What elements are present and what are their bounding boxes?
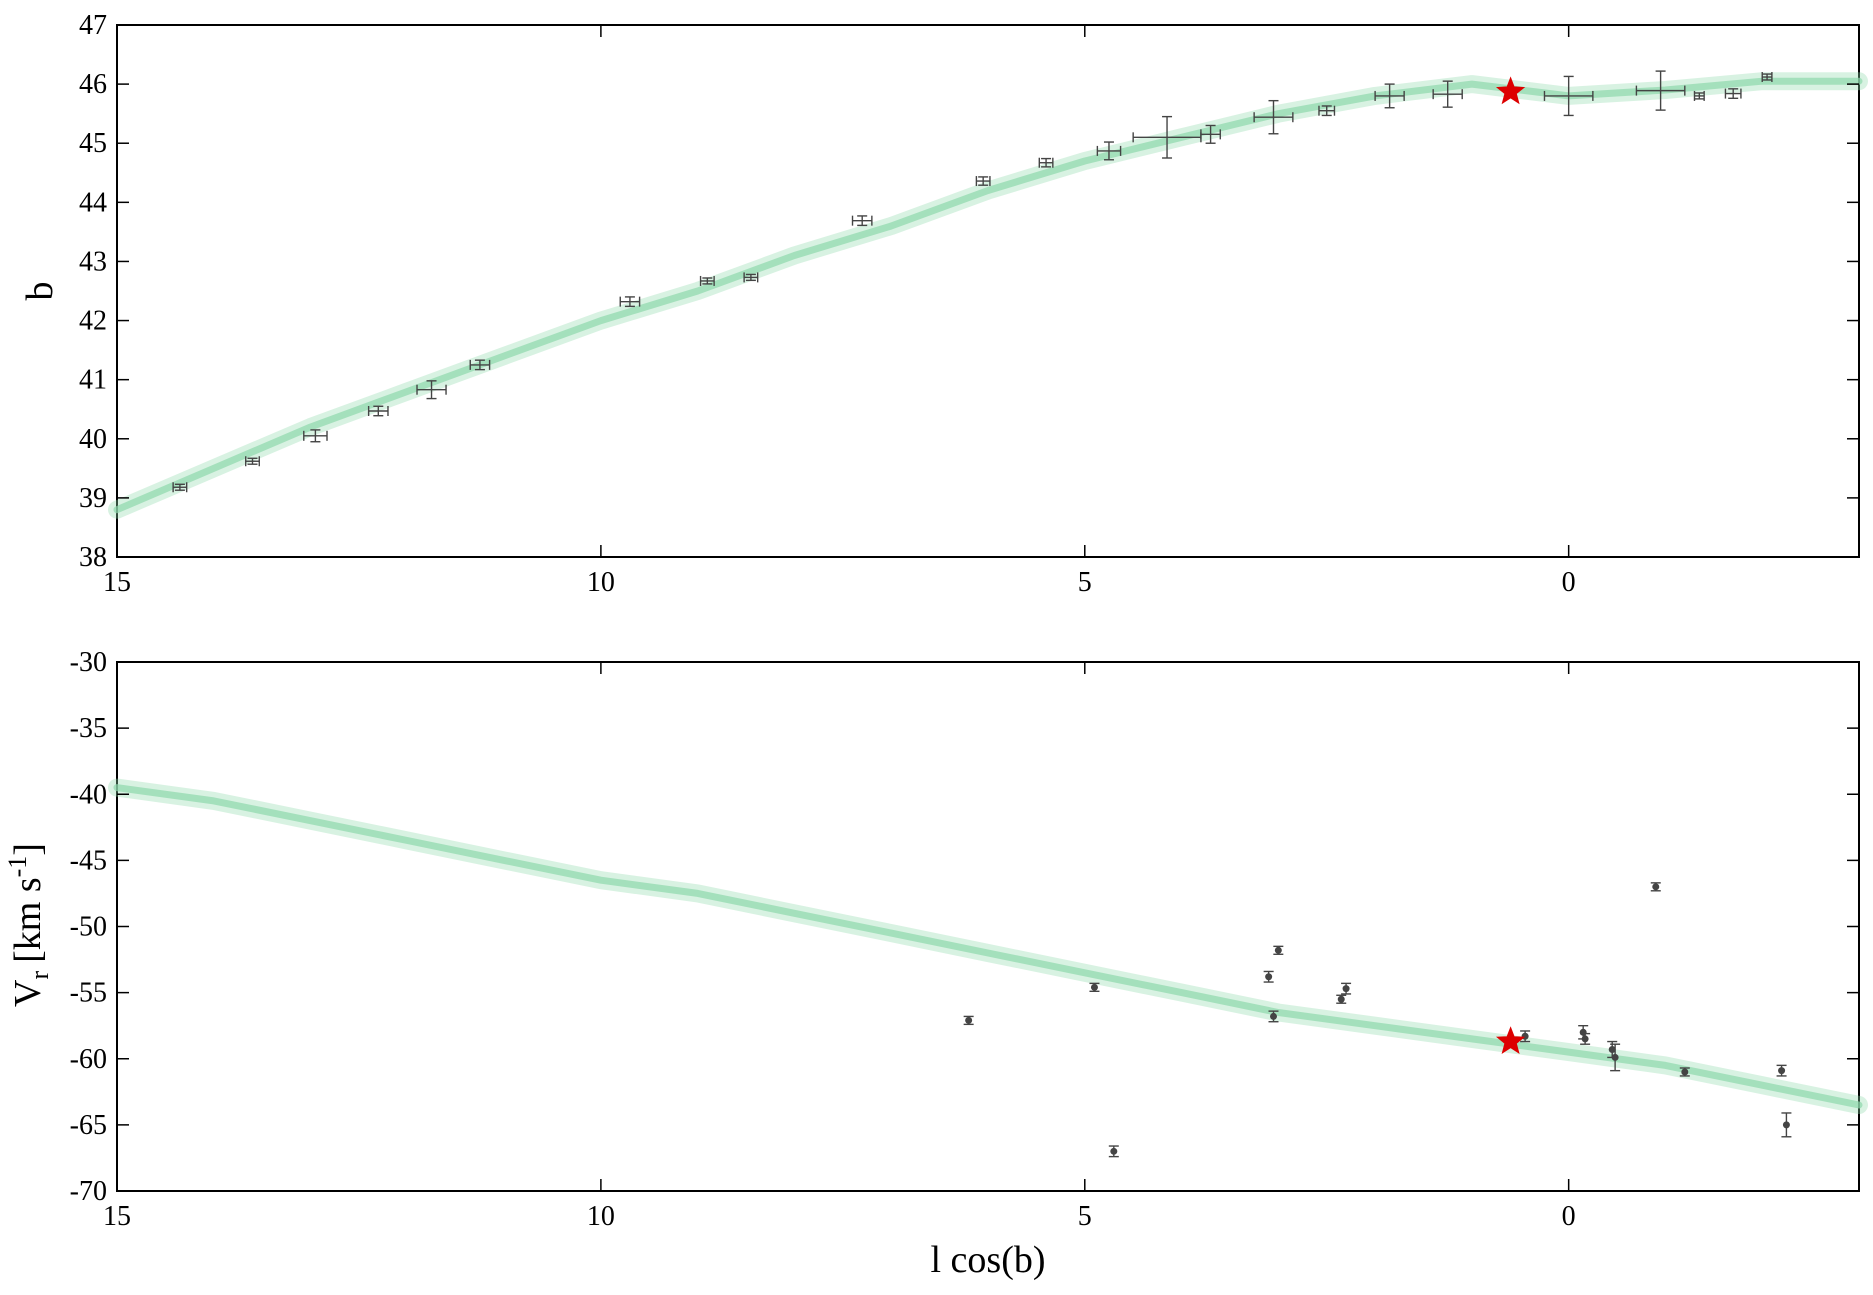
observed-point [1650,882,1661,892]
x-tick-label: 0 [1562,1201,1576,1232]
x-axis-label-bottom: l cos(b) [930,1239,1045,1281]
x-tick-label: 10 [587,1201,615,1232]
y-axis-label-top: b [19,282,61,301]
observed-point [1432,80,1463,108]
panel-bottom-vr-vs-lcosb: 15 10 5 0 -70 -65 -60 -55 -50 -45 -40 -35 -30 Vr [km… [3,647,1868,1281]
y-tick-label: 42 [79,306,107,337]
observed-point [367,405,389,417]
observed-point [1268,1010,1279,1023]
x-tick-label: 5 [1078,1201,1092,1232]
observed-point [1374,83,1405,109]
observed-point [1263,970,1274,983]
observed-point [1089,982,1100,993]
observed-point [303,429,328,443]
x-tick-label: 15 [103,1201,131,1232]
observed-point [1200,124,1221,144]
observed-point [1543,75,1594,117]
observed-point [469,359,491,371]
x-tick-label: 0 [1562,567,1576,598]
observed-point [416,380,447,400]
star-marker [1495,1026,1526,1055]
observed-point [1273,945,1284,955]
y-tick-label: -45 [70,845,107,876]
observed-point [1336,994,1347,1004]
y-tick-label: 47 [79,10,107,41]
x-tick-label: 10 [587,567,615,598]
y-tick-label: 43 [79,246,107,277]
x-tick-label: 5 [1078,567,1092,598]
x-tick-label: 15 [103,567,131,598]
y-axis-label-bottom: Vr [km s-1] [3,843,54,1007]
y-tick-label: -40 [70,779,107,810]
observed-point [1761,72,1773,83]
observed-points-top [172,70,1773,493]
plot-frame-bottom [116,661,1860,1192]
y-tick-label: 40 [79,424,107,455]
observed-point [1635,70,1686,111]
ylabel-unit: [km s [7,877,49,963]
panel-top-b-vs-lcosb: 15 10 5 0 38 39 40 41 42 43 44 45 46 47 b [19,10,1868,598]
progenitor-star-top [1495,76,1526,105]
ylabel-close: ] [7,843,49,856]
y-tick-label: -60 [70,1044,107,1075]
observed-point [743,272,759,283]
y-tick-label: -35 [70,713,107,744]
stream-band-top [108,72,1868,519]
observed-point [975,176,991,187]
y-tick-label: 45 [79,128,107,159]
observed-point [963,1015,974,1026]
ylabel-sub: r [25,971,54,980]
observed-point [699,275,715,286]
y-tick-label: -70 [70,1176,107,1207]
observed-point [1724,88,1742,99]
observed-point [1108,1145,1119,1158]
y-tick-label: -55 [70,978,107,1009]
stream-model-bottom [108,778,1868,1114]
observed-point [1679,1067,1690,1077]
observed-point [1253,99,1294,135]
observed-point [619,296,641,308]
y-tick-label: 39 [79,483,107,514]
y-tick-label: 44 [79,187,107,218]
stream-core-bottom [113,784,1863,1109]
y-tick-label: -50 [70,912,107,943]
x-ticks-bottom: 15 10 5 0 [103,662,1576,1232]
observed-point [1781,1112,1792,1138]
progenitor-star-bottom [1495,1026,1526,1055]
observed-point [1038,157,1054,168]
observed-point [1580,1032,1591,1045]
observed-point [172,482,188,493]
observed-point [1610,1043,1621,1072]
ylabel-sup: -1 [3,856,32,878]
y-tick-label: -30 [70,647,107,678]
observed-point [1693,90,1705,101]
observed-point [1318,105,1336,117]
y-tick-label: -65 [70,1110,107,1141]
y-ticks-bottom: -70 -65 -60 -55 -50 -45 -40 -35 -30 [70,647,1859,1207]
x-ticks-top: 15 10 5 0 [103,25,1576,598]
observed-point [1132,115,1202,159]
stream-model-top [108,72,1868,519]
y-ticks-top: 38 39 40 41 42 43 44 45 46 47 [79,10,1859,573]
observed-point [851,215,873,227]
observed-point [1096,141,1122,161]
y-tick-label: 46 [79,69,107,100]
y-tick-label: 38 [79,542,107,573]
stream-core-top [113,77,1863,514]
plot-frame-top [116,24,1860,558]
observed-point [1776,1064,1787,1077]
star-marker [1495,76,1526,105]
y-tick-label: 41 [79,365,107,396]
observed-point [1341,982,1352,995]
ylabel-main: V [7,979,49,1007]
observed-point [245,456,260,467]
